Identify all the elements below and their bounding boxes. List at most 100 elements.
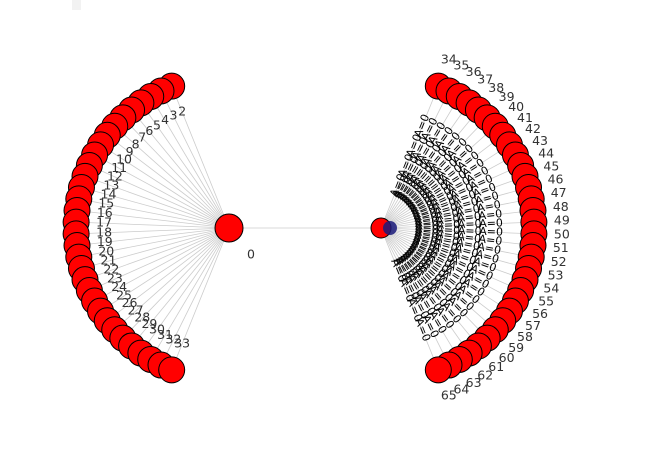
edge-label: A=0 bbox=[457, 210, 482, 226]
edge-label: A=0 bbox=[415, 222, 439, 236]
node-label-28: 28 bbox=[134, 310, 150, 325]
node-label-33: 33 bbox=[174, 335, 190, 350]
edge-0-30 bbox=[140, 227, 230, 354]
edge-1-54 bbox=[380, 227, 526, 281]
node-33[interactable] bbox=[158, 356, 186, 384]
edge-label: A=0 bbox=[433, 200, 459, 219]
node-label-2: 2 bbox=[178, 104, 186, 119]
node-label-26: 26 bbox=[122, 295, 138, 310]
edge-1-60 bbox=[380, 227, 488, 339]
edge-0-9 bbox=[107, 134, 230, 229]
node-label-40: 40 bbox=[508, 99, 524, 114]
edge-label: A=0 bbox=[476, 198, 502, 215]
edge-1-36 bbox=[380, 96, 460, 229]
edge-label: A=0 bbox=[434, 206, 460, 223]
edge-1-35 bbox=[380, 90, 450, 229]
node-label-12: 12 bbox=[107, 168, 123, 183]
edge-1-42 bbox=[380, 144, 510, 229]
edge-1-46 bbox=[380, 187, 529, 229]
edge-label: A=0 bbox=[415, 219, 439, 233]
edge-1-59 bbox=[380, 227, 496, 331]
node-label-53: 53 bbox=[548, 267, 564, 282]
edge-label: A=0 bbox=[457, 230, 482, 246]
edges bbox=[76, 85, 534, 371]
node-label-20: 20 bbox=[98, 243, 114, 258]
edge-0-25 bbox=[100, 227, 230, 312]
edge-0-13 bbox=[84, 175, 230, 229]
nodes bbox=[62, 72, 548, 384]
node-label-15: 15 bbox=[98, 196, 114, 211]
edge-1-64 bbox=[380, 227, 450, 366]
edge-0-29 bbox=[131, 227, 230, 347]
edge-0-26 bbox=[107, 227, 230, 322]
edge-1-43 bbox=[380, 154, 516, 229]
node-label-32: 32 bbox=[165, 331, 181, 346]
hub-overlay bbox=[383, 221, 397, 235]
edge-label: A=0 bbox=[455, 236, 481, 253]
node-label-22: 22 bbox=[103, 262, 119, 277]
node-65[interactable] bbox=[424, 356, 452, 384]
node-label-5: 5 bbox=[153, 117, 161, 132]
edge-1-40 bbox=[380, 125, 496, 229]
edge-label: A=0 bbox=[474, 189, 500, 208]
edge-label: A=0 bbox=[478, 207, 503, 223]
node-label-44: 44 bbox=[538, 146, 554, 161]
edge-1-61 bbox=[380, 227, 479, 347]
node-label-47: 47 bbox=[551, 185, 567, 200]
edge-1-57 bbox=[380, 227, 510, 312]
edge-1-50 bbox=[380, 227, 534, 235]
node-label-3: 3 bbox=[169, 108, 177, 123]
node-label-31: 31 bbox=[157, 327, 173, 342]
edge-label: A=0 bbox=[453, 195, 479, 214]
edge-label: A=0 bbox=[434, 232, 460, 249]
edge-0-10 bbox=[100, 144, 230, 229]
edge-0-16 bbox=[76, 210, 230, 229]
node-label-11: 11 bbox=[111, 160, 127, 175]
node-label-8: 8 bbox=[132, 136, 140, 151]
node-label-7: 7 bbox=[138, 129, 146, 144]
node-label-45: 45 bbox=[543, 158, 559, 173]
edge-label: A=0 bbox=[478, 232, 503, 248]
node-label-16: 16 bbox=[97, 205, 113, 220]
node-label-34: 34 bbox=[441, 52, 457, 67]
edge-label: A=0 bbox=[413, 228, 439, 245]
edge-0-4 bbox=[150, 96, 230, 229]
edge-1-45 bbox=[380, 175, 526, 229]
edge-0-32 bbox=[160, 227, 230, 366]
node-label-21: 21 bbox=[101, 253, 117, 268]
edge-0-7 bbox=[122, 117, 230, 229]
edge-1-58 bbox=[380, 227, 503, 322]
node-label-9: 9 bbox=[126, 144, 134, 159]
edge-1-44 bbox=[380, 165, 521, 229]
node-label-4: 4 bbox=[161, 112, 169, 127]
node-label-27: 27 bbox=[128, 303, 144, 318]
edge-label: A=0 bbox=[479, 216, 503, 230]
edge-1-51 bbox=[380, 227, 534, 246]
edge-0-24 bbox=[94, 227, 230, 302]
node-0[interactable] bbox=[214, 213, 244, 243]
node-label-24: 24 bbox=[111, 279, 127, 294]
node-label-19: 19 bbox=[97, 234, 113, 249]
edge-label: A=0 bbox=[414, 214, 439, 230]
edge-0-21 bbox=[81, 227, 230, 269]
node-label-60: 60 bbox=[499, 350, 515, 365]
edge-label: A=0 bbox=[412, 230, 438, 249]
node-label-25: 25 bbox=[116, 287, 132, 302]
edge-label: A=0 bbox=[436, 218, 460, 232]
edge-0-17 bbox=[76, 221, 230, 229]
edge-1-47 bbox=[380, 198, 532, 229]
edge-0-12 bbox=[89, 165, 230, 229]
edge-1-62 bbox=[380, 227, 470, 354]
node-label-64: 64 bbox=[453, 382, 469, 397]
edge-label: A=0 bbox=[412, 206, 438, 225]
node-label-36: 36 bbox=[466, 64, 482, 79]
node-label-51: 51 bbox=[553, 240, 569, 255]
edge-0-15 bbox=[78, 198, 230, 229]
edge-0-11 bbox=[94, 154, 230, 229]
edge-1-41 bbox=[380, 134, 503, 229]
node-label-48: 48 bbox=[553, 199, 569, 214]
node-label-13: 13 bbox=[103, 177, 119, 192]
edge-0-6 bbox=[131, 109, 230, 229]
edge-0-20 bbox=[78, 227, 230, 258]
